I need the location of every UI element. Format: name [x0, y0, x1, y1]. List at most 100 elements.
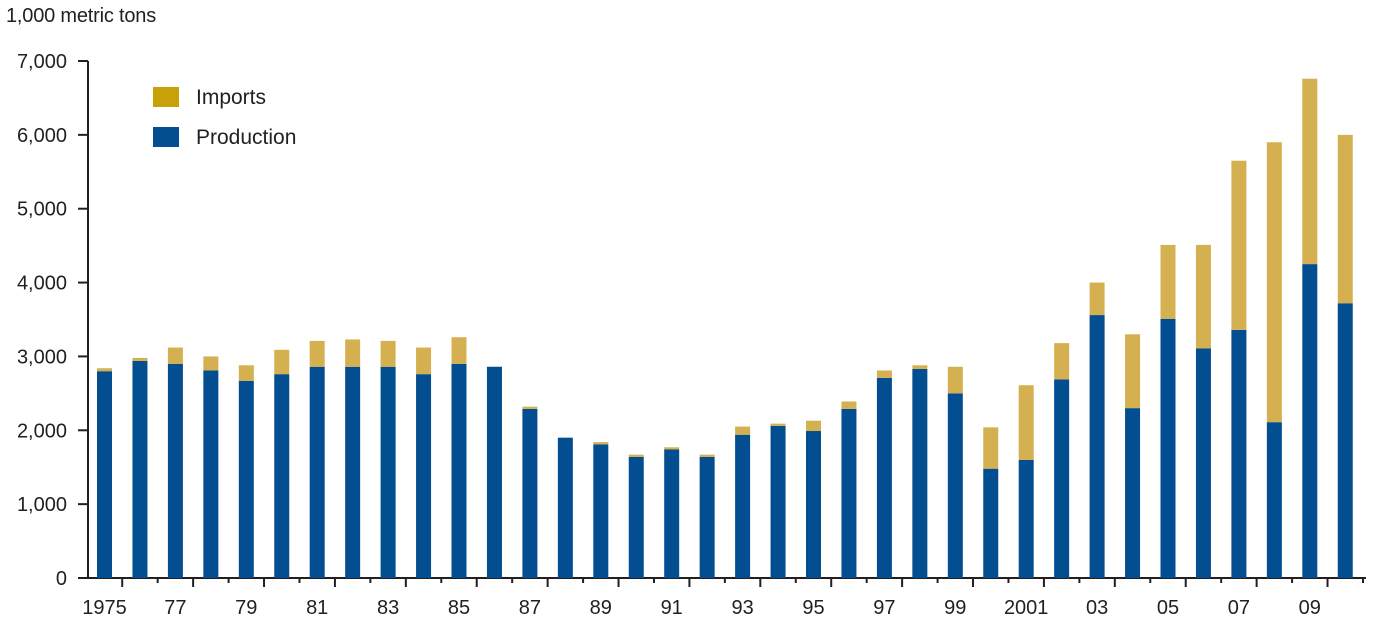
bar-imports	[1337, 134, 1353, 304]
bar-production	[1266, 422, 1282, 578]
x-tick-label: 2001	[1004, 597, 1049, 619]
bar-production	[947, 393, 963, 578]
bar-production	[380, 366, 396, 578]
bar-imports	[451, 337, 467, 364]
y-tick-label: 2,000	[17, 420, 67, 442]
bar-imports	[664, 447, 680, 450]
y-tick-label: 5,000	[17, 199, 67, 221]
x-tick-label: 09	[1299, 597, 1321, 619]
bar-imports	[309, 340, 325, 367]
bar-imports	[983, 427, 999, 469]
bar-production	[770, 425, 786, 578]
bar-production	[274, 374, 290, 578]
bar-production	[1054, 379, 1070, 578]
bar-imports	[876, 370, 892, 378]
bar-production	[1337, 303, 1353, 578]
bar-production	[912, 368, 928, 578]
bar-production	[522, 408, 538, 578]
bar-imports	[947, 366, 963, 394]
bar-imports	[1089, 282, 1105, 316]
bar-imports	[1231, 160, 1247, 330]
legend-swatch	[153, 87, 179, 107]
bar-imports	[1054, 343, 1070, 380]
bar-production	[806, 431, 821, 578]
bar-production	[1231, 329, 1247, 578]
bar-production	[735, 434, 751, 578]
bar-imports	[1160, 244, 1176, 319]
bar-production	[1089, 315, 1105, 578]
bar-imports	[1018, 385, 1034, 460]
bar-production	[983, 468, 999, 578]
x-tick-label: 81	[306, 597, 328, 619]
x-tick-label: 99	[944, 597, 966, 619]
x-tick-label: 79	[235, 597, 257, 619]
x-tick-label: 83	[377, 597, 399, 619]
bar-imports	[132, 357, 148, 361]
bars	[97, 78, 1353, 578]
bar-imports	[912, 365, 928, 369]
y-tick-label: 1,000	[17, 494, 67, 516]
bar-production	[167, 363, 183, 578]
bar-imports	[167, 347, 183, 364]
axes	[78, 60, 1366, 587]
bar-imports	[238, 365, 254, 381]
x-tick-label: 85	[448, 597, 470, 619]
bar-production	[1160, 318, 1176, 578]
bar-imports	[1125, 334, 1141, 409]
legend-swatch	[153, 127, 179, 147]
bar-production	[97, 371, 112, 578]
bar-production	[1018, 459, 1034, 578]
y-tick-label: 3,000	[17, 346, 67, 368]
bar-production	[203, 370, 219, 578]
bar-imports	[522, 406, 538, 409]
bar-imports	[203, 356, 219, 371]
tick-labels: 0 1,000 2,000 3,000 4,000 5,000 6,000 7,000 1975…	[17, 51, 1321, 619]
bar-imports	[699, 454, 715, 457]
y-axis-unit-label: 1,000 metric tons	[6, 5, 157, 27]
bar-production	[557, 437, 573, 578]
y-tick-label: 4,000	[17, 273, 67, 295]
x-tick-label: 91	[661, 597, 683, 619]
bar-production	[593, 444, 609, 578]
bar-production	[841, 408, 857, 578]
y-tick-label: 0	[56, 568, 67, 590]
x-tick-label: 03	[1086, 597, 1108, 619]
bar-production	[451, 363, 467, 578]
x-tick-label: 1975	[82, 597, 127, 619]
legend-label: Production	[196, 126, 296, 149]
x-tick-label: 95	[802, 597, 824, 619]
y-tick-label: 7,000	[17, 51, 67, 73]
bar-production	[486, 366, 502, 578]
bar-imports	[841, 401, 857, 409]
bar-production	[1195, 348, 1211, 578]
bar-production	[416, 374, 432, 578]
bar-production	[345, 366, 361, 578]
x-tick-label: 89	[590, 597, 612, 619]
x-tick-label: 97	[873, 597, 895, 619]
bar-production	[628, 456, 644, 578]
bar-imports	[735, 426, 751, 435]
legend: Imports Production	[153, 86, 296, 149]
bar-imports	[274, 349, 290, 375]
bar-production	[132, 360, 148, 578]
bar-imports	[1195, 244, 1211, 349]
bar-production	[238, 380, 254, 578]
bar-imports	[416, 347, 432, 375]
bar-imports	[380, 340, 396, 367]
x-tick-label: 93	[731, 597, 753, 619]
bar-imports	[345, 339, 361, 367]
bar-imports	[97, 368, 112, 372]
bar-imports	[1266, 142, 1282, 423]
bar-imports	[1302, 78, 1318, 265]
y-tick-label: 6,000	[17, 125, 67, 147]
bar-production	[876, 377, 892, 578]
bar-imports	[770, 423, 786, 426]
bar-imports	[628, 454, 644, 457]
legend-label: Imports	[196, 86, 266, 109]
bar-production	[1302, 264, 1318, 578]
bar-production	[309, 366, 325, 578]
bar-production	[664, 449, 680, 578]
bar-imports	[593, 442, 609, 445]
bar-imports	[806, 420, 821, 432]
